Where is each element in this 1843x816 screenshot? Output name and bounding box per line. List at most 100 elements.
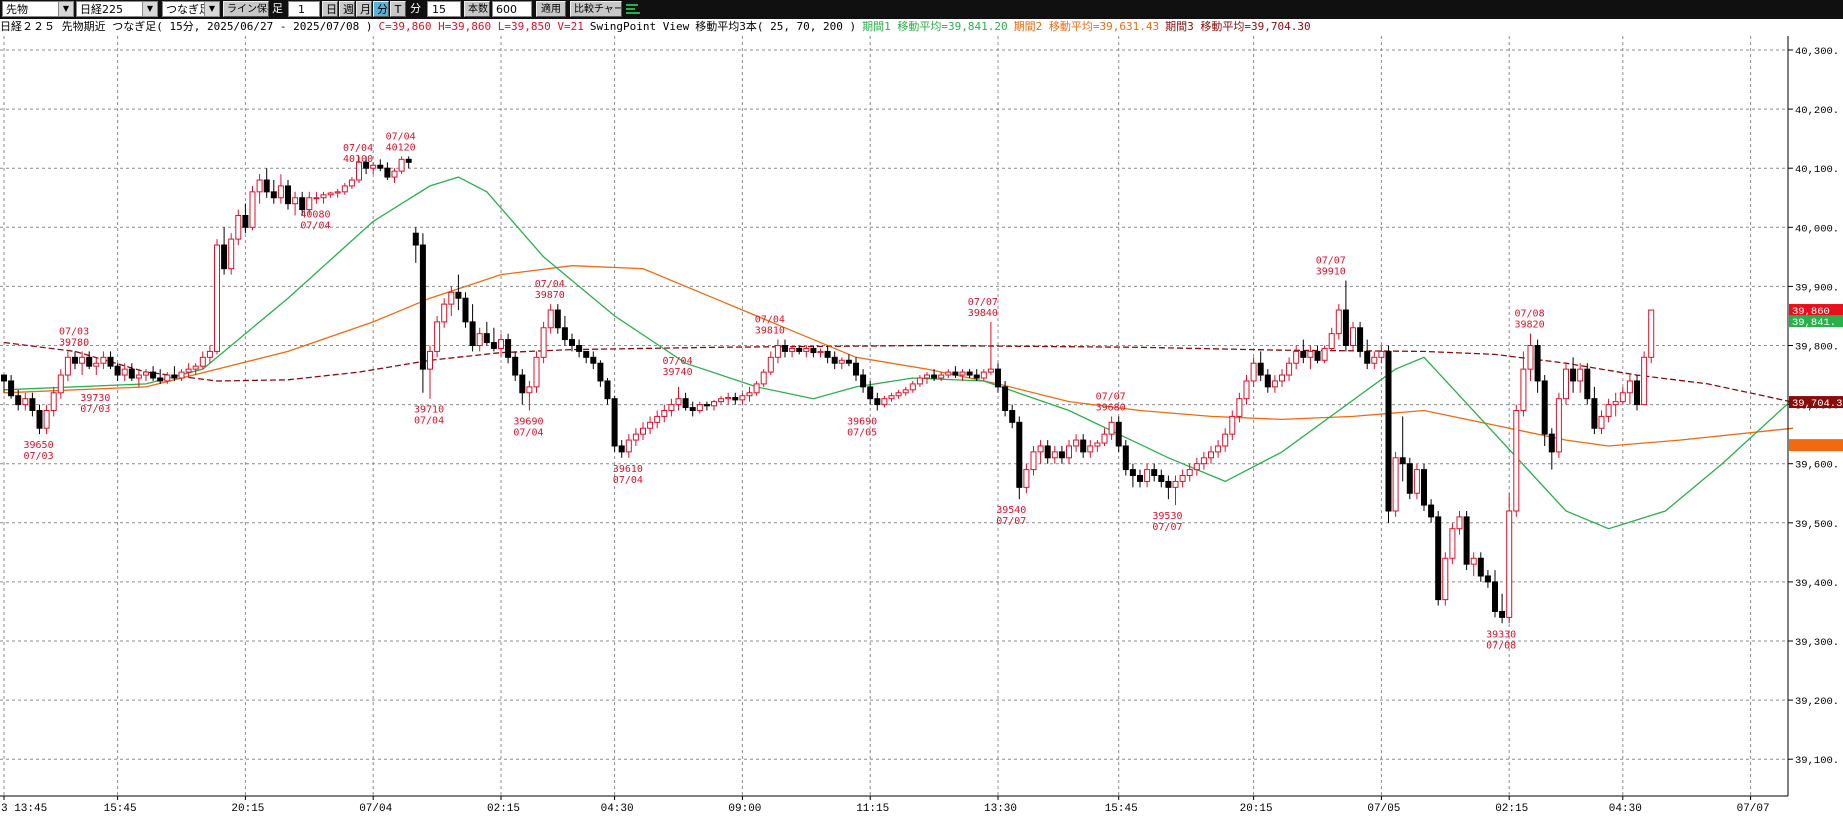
candle-body: [50, 392, 57, 412]
price-marker: 39,704.3: [1789, 396, 1843, 410]
candle-body: [1108, 421, 1115, 435]
swing-label-text: 07/04: [343, 143, 373, 154]
candle-body: [1463, 516, 1470, 565]
candle-body: [1598, 415, 1605, 429]
candle: [22, 392, 29, 411]
candle-body: [1413, 469, 1420, 494]
candle: [1179, 469, 1186, 488]
candle-body: [1286, 362, 1293, 376]
candle-body: [703, 404, 710, 407]
candle-body: [8, 380, 15, 397]
bar-type-select[interactable]: つなぎ足 ▼: [162, 1, 220, 17]
candle-body: [987, 368, 994, 373]
candle: [192, 363, 199, 376]
month-button[interactable]: 月: [356, 1, 372, 17]
y-tick-label: 40,100.: [1795, 164, 1839, 176]
candle: [554, 304, 561, 334]
tick-button[interactable]: T: [390, 1, 406, 17]
candle: [767, 351, 774, 376]
candle-body: [789, 347, 796, 352]
candle-body: [1279, 374, 1285, 382]
x-tick-label: 09:00: [728, 803, 761, 815]
candle-body: [57, 374, 64, 394]
candle: [1648, 309, 1655, 364]
candle: [185, 363, 192, 379]
candle-body: [1101, 433, 1108, 444]
day-button[interactable]: 日: [322, 1, 338, 17]
candle: [512, 351, 519, 381]
candle: [348, 177, 355, 189]
candle: [853, 357, 859, 381]
candle: [973, 369, 980, 381]
candle: [412, 227, 419, 263]
bars-stepper[interactable]: 600: [492, 1, 532, 17]
candle-body: [171, 374, 178, 379]
minute-button[interactable]: 分: [373, 1, 389, 17]
index-select-value: 日経225: [80, 3, 123, 16]
swing-label-text: 39910: [1316, 266, 1346, 277]
candle: [583, 350, 590, 364]
candle-body: [192, 365, 199, 370]
x-tick-label: 11:15: [856, 803, 889, 815]
market-select[interactable]: 先物 ▼: [2, 1, 74, 17]
week-button[interactable]: 週: [339, 1, 355, 17]
candle-body: [1122, 445, 1129, 471]
candle-body: [448, 291, 455, 305]
swing-label-text: 39650: [24, 440, 54, 451]
candle: [1151, 463, 1158, 482]
candle: [924, 372, 930, 384]
candle: [597, 360, 604, 387]
interval-stepper[interactable]: 15: [427, 1, 461, 17]
candle-body: [214, 244, 220, 352]
candle-body: [640, 427, 646, 435]
candle: [1044, 440, 1051, 464]
x-tick-label: 02:15: [487, 803, 520, 815]
chevron-down-icon: ▼: [58, 2, 73, 16]
candle: [498, 333, 504, 358]
candle: [668, 398, 675, 417]
candle-body: [455, 291, 462, 299]
candle: [1328, 327, 1335, 352]
candle-body: [696, 404, 703, 412]
line-save-button[interactable]: ライン保存: [223, 1, 269, 17]
candle: [696, 401, 703, 414]
candle: [79, 351, 86, 376]
candle-body: [476, 333, 483, 346]
candle-body: [199, 356, 206, 367]
candle: [86, 351, 93, 370]
candle-body: [561, 327, 568, 341]
candle-body: [1371, 356, 1378, 364]
index-select[interactable]: 日経225 ▼: [76, 1, 158, 17]
candle: [370, 162, 377, 175]
swing-label-text: 39540: [996, 505, 1026, 516]
candle-body: [206, 350, 213, 358]
candle: [1598, 410, 1605, 435]
candle: [235, 209, 242, 246]
count-stepper[interactable]: 1: [288, 1, 320, 17]
candle-body: [178, 371, 185, 379]
candle: [1513, 404, 1520, 517]
apply-button[interactable]: 適用: [536, 1, 566, 17]
chevron-down-icon: ▼: [204, 2, 219, 16]
candle: [121, 363, 128, 381]
compare-chart-button[interactable]: 比較チャート: [570, 1, 622, 17]
candle: [1186, 463, 1193, 482]
candle-body: [1335, 309, 1342, 335]
indicator-menu-icon[interactable]: [624, 1, 642, 17]
candle: [100, 351, 107, 370]
candle-body: [1215, 445, 1222, 453]
candle-body: [746, 392, 753, 397]
candle-body: [590, 356, 597, 364]
candle: [1499, 593, 1506, 624]
candle: [1619, 386, 1626, 405]
price-marker-box: [1789, 439, 1843, 452]
candle-body: [980, 371, 987, 379]
candle: [1222, 428, 1229, 452]
candle: [1158, 469, 1165, 488]
candle: [363, 156, 370, 175]
candle-body: [1442, 557, 1449, 601]
ma-header: 移動平均3本( 25, 70, 200 ): [695, 20, 857, 33]
